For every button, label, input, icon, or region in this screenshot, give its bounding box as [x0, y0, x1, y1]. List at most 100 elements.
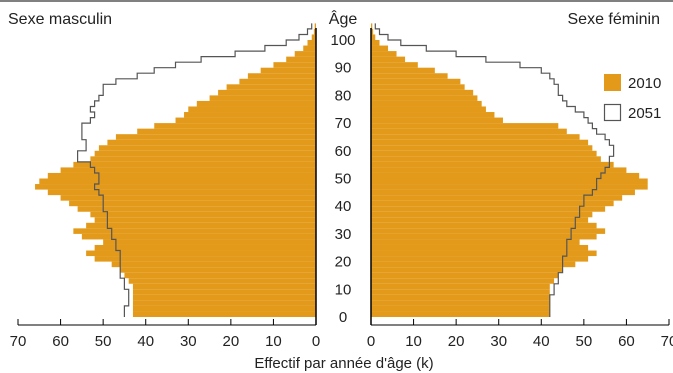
- female-bar-2010-age-80: [371, 89, 474, 96]
- male-bar-2010-age-76: [196, 100, 316, 107]
- female-bar-2010-age-100: [371, 34, 376, 40]
- female-bar-2010-age-72: [371, 112, 495, 118]
- male-x-tick-label-30: 30: [180, 333, 197, 350]
- male-bar-2010-age-56: [90, 156, 316, 162]
- female-bar-2010-age-54: [371, 161, 614, 168]
- female-bar-2010-age-68: [371, 123, 559, 129]
- age-axis: 0 10 20 30 40 50 60 70 80 90 100: [330, 32, 355, 326]
- male-bar-2010-age-102: [313, 28, 316, 35]
- female-bar-2010-age-26: [371, 239, 580, 245]
- legend-swatch-2051: [603, 103, 622, 122]
- female-bar-2010-age-64: [371, 134, 580, 140]
- male-bar-2010-age-28: [81, 233, 317, 240]
- female-bar-2010-age-88: [371, 67, 435, 74]
- male-x-tick-label-60: 60: [52, 333, 69, 350]
- female-bar-2010-age-48: [371, 178, 648, 185]
- male-bar-2010-age-88: [260, 67, 316, 74]
- male-bar-2010-age-6: [132, 294, 316, 301]
- male-x-tick-label-50: 50: [95, 333, 112, 350]
- male-bar-2010-age-70: [175, 117, 316, 124]
- male-title: Sexe masculin: [8, 11, 112, 28]
- female-bar-2010-age-24: [371, 244, 589, 251]
- female-bar-2010-age-104: [371, 23, 373, 29]
- female-bars: [371, 23, 648, 317]
- male-bar-2010-age-90: [273, 62, 316, 68]
- male-x-tick-label-70: 70: [10, 333, 27, 350]
- male-bar-2010-age-78: [209, 95, 316, 101]
- male-bar-2010-age-38: [77, 206, 316, 212]
- age-tick-label-50: 50: [335, 171, 352, 188]
- legend-label-2051: 2051: [628, 105, 661, 122]
- female-bar-2010-age-6: [371, 294, 550, 301]
- female-bar-2010-age-58: [371, 150, 597, 157]
- female-bar-2010-age-96: [371, 45, 389, 52]
- female-bar-2010-age-52: [371, 167, 627, 173]
- female-bar-2010-age-14: [371, 272, 559, 279]
- male-bar-2010-age-48: [39, 178, 317, 185]
- male-bar-2010-age-66: [137, 128, 316, 135]
- age-tick-label-30: 30: [335, 226, 352, 243]
- female-bar-2010-age-60: [371, 145, 593, 151]
- female-bar-2010-age-66: [371, 128, 567, 135]
- male-bar-2010-age-16: [120, 267, 316, 273]
- male-bar-2010-age-42: [60, 195, 316, 201]
- male-bar-2010-age-68: [154, 123, 316, 129]
- legend-swatch-2010: [604, 74, 621, 91]
- male-x-axis: 70 60 50 40 30 20 10 0: [10, 319, 320, 350]
- age-tick-label-100: 100: [330, 32, 355, 49]
- female-bar-2010-age-90: [371, 62, 418, 68]
- male-x-tick-label-10: 10: [265, 333, 282, 350]
- female-bar-2010-age-84: [371, 78, 461, 85]
- male-x-tick-label-20: 20: [223, 333, 240, 350]
- male-bar-2010-age-10: [132, 283, 316, 290]
- female-bar-2010-age-102: [371, 28, 374, 35]
- male-x-tick-label-0: 0: [312, 333, 320, 350]
- female-bar-2010-age-30: [371, 228, 606, 234]
- female-bar-2010-age-10: [371, 283, 550, 290]
- female-bar-2010-age-46: [371, 184, 648, 190]
- female-bar-2010-age-20: [371, 256, 589, 262]
- female-bar-2010-age-62: [371, 139, 589, 146]
- male-bar-2010-age-18: [111, 261, 316, 268]
- male-bar-2010-age-4: [132, 300, 316, 306]
- projection-outline-layer: [77, 23, 615, 317]
- male-bars: [35, 23, 317, 317]
- male-bar-2010-age-62: [107, 139, 316, 146]
- male-bar-2010-age-12: [128, 278, 316, 284]
- female-bar-2010-age-94: [371, 51, 397, 57]
- female-bar-2010-age-16: [371, 267, 563, 273]
- male-outline-2051: [77, 23, 313, 317]
- female-bar-2010-age-98: [371, 40, 380, 46]
- male-bar-2010-age-46: [35, 184, 317, 190]
- male-bar-2010-age-64: [115, 134, 317, 140]
- female-x-tick-label-0: 0: [367, 333, 375, 350]
- female-bar-2010-age-0: [371, 311, 550, 317]
- female-x-tick-label-30: 30: [490, 333, 507, 350]
- age-tick-label-60: 60: [335, 143, 352, 160]
- male-bar-2010-age-0: [132, 311, 316, 317]
- male-bar-2010-age-104: [314, 23, 316, 29]
- male-bar-2010-age-26: [103, 239, 317, 245]
- female-bar-2010-age-12: [371, 278, 555, 284]
- female-x-tick-label-50: 50: [576, 333, 593, 350]
- male-bar-2010-age-74: [188, 106, 316, 113]
- female-x-tick-label-60: 60: [618, 333, 635, 350]
- male-bar-2010-age-40: [69, 200, 317, 207]
- female-bar-2010-age-74: [371, 106, 486, 113]
- male-x-tick-label-40: 40: [137, 333, 154, 350]
- male-bar-2010-age-82: [226, 84, 316, 90]
- female-bar-2010-age-56: [371, 156, 601, 162]
- female-bar-2010-age-44: [371, 189, 635, 196]
- age-tick-label-10: 10: [335, 281, 352, 298]
- female-bar-2010-age-42: [371, 195, 623, 201]
- male-bar-2010-age-8: [132, 289, 316, 295]
- female-bar-2010-age-36: [371, 211, 593, 218]
- male-bar-2010-age-14: [124, 272, 316, 279]
- female-bar-2010-age-86: [371, 73, 448, 79]
- male-bar-2010-age-94: [294, 51, 316, 57]
- male-bar-2010-age-58: [94, 150, 316, 157]
- male-bar-2010-age-52: [60, 167, 316, 173]
- male-bar-2010-age-50: [47, 172, 317, 179]
- male-bar-2010-age-86: [247, 73, 316, 79]
- male-bar-2010-age-30: [73, 228, 316, 234]
